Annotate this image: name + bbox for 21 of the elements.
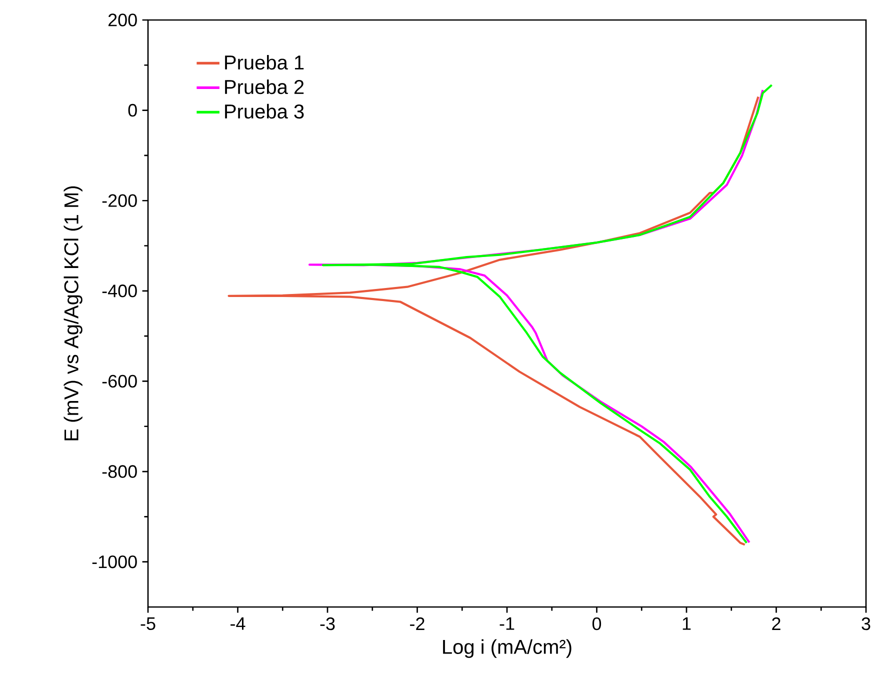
legend-label: Prueba 1: [225, 54, 304, 70]
x-tick-label: -1: [500, 617, 514, 630]
y-tick-label: 200: [108, 14, 137, 26]
legend-label: Prueba 3: [225, 104, 304, 119]
y-tick-label: -600: [102, 374, 137, 388]
legend-label: Prueba 2: [225, 79, 304, 94]
x-tick-label: -4: [230, 617, 246, 630]
y-tick-label: -400: [102, 284, 137, 298]
x-tick-label: -5: [140, 617, 156, 630]
x-tick-label: -3: [320, 617, 335, 630]
y-axis-title: E (mV) vs Ag/AgCl KCl (1 M): [64, 186, 82, 440]
x-tick-label: 2: [772, 617, 780, 630]
x-tick-label: -2: [410, 617, 424, 630]
x-tick-label: 3: [862, 617, 870, 630]
y-tick-label: -1000: [92, 555, 137, 568]
y-tick-label: -800: [102, 465, 137, 478]
x-tick-label: 0: [592, 617, 602, 630]
y-tick-label: 0: [128, 104, 137, 117]
y-tick-label: -200: [102, 194, 137, 207]
x-tick-label: 1: [682, 617, 691, 630]
x-axis-title: Log i (mA/cm²): [443, 639, 572, 658]
